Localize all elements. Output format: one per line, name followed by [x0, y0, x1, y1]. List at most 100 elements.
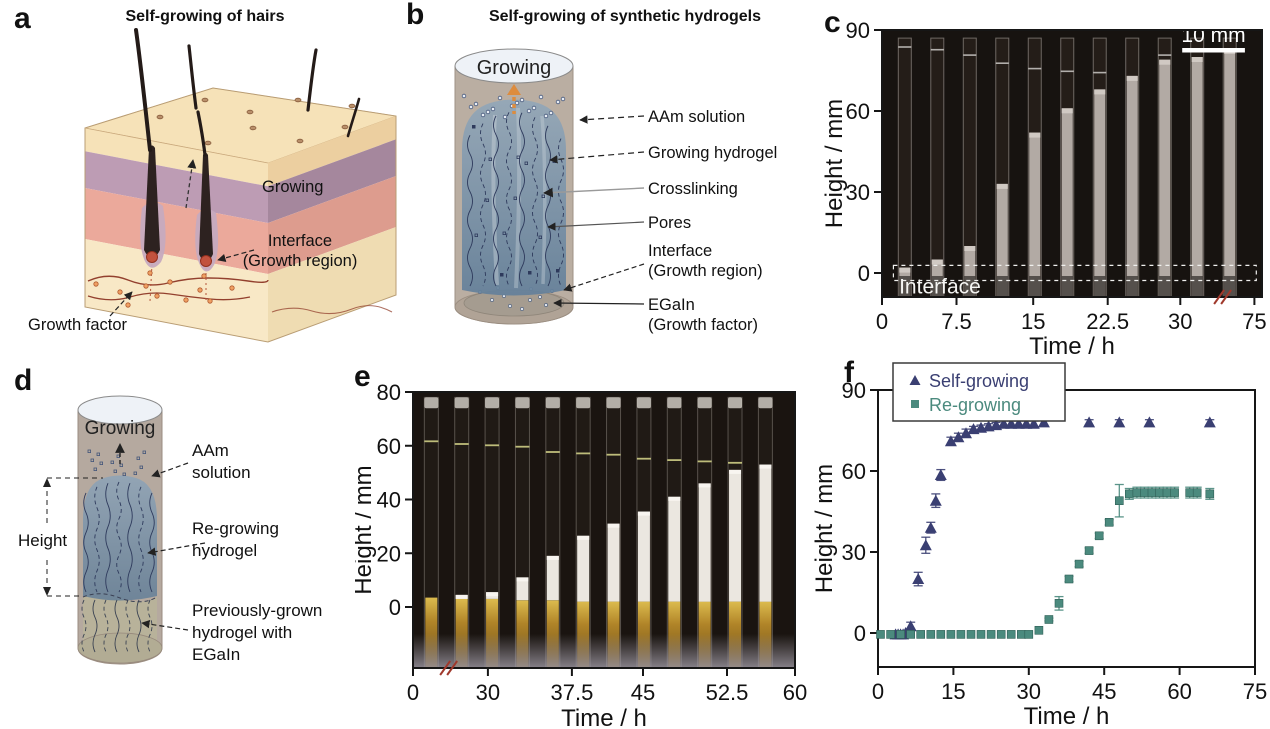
- pore-dot: [246, 109, 254, 115]
- test-tube-cylinder: Growing: [454, 48, 574, 325]
- axis-break-icon: [439, 660, 451, 676]
- x-tick-label: 30: [1017, 679, 1041, 704]
- white-gel-column: [577, 535, 590, 602]
- y-tick-label: 80: [377, 380, 401, 405]
- monomer-square: [474, 233, 478, 237]
- growing-label: Growing: [262, 178, 323, 196]
- growing-label: Growing: [85, 418, 156, 439]
- y-tick-label: 40: [377, 488, 401, 513]
- growth-factor-particles: [93, 270, 235, 308]
- meniscus-line: [606, 453, 621, 456]
- chart-f-svg: 0 30 60 90 0 15 30 45 60 75 Self-growing Re-growing…: [811, 362, 1267, 729]
- hydrogel-column: [1191, 57, 1203, 296]
- y-tick-label: 60: [846, 99, 870, 124]
- polymer-chains-blue: [83, 481, 155, 593]
- square-marker-icon: [906, 630, 915, 639]
- crosslinking-label: Crosslinking: [648, 180, 738, 198]
- glass-tube: [897, 37, 912, 298]
- y-tick-label: 0: [858, 261, 870, 286]
- re-growing-gel: [83, 475, 157, 601]
- polymer-chain: [81, 599, 87, 653]
- meniscus-line: [576, 452, 591, 455]
- aam-solution-label: AAm solution: [648, 108, 745, 126]
- meniscus-line: [515, 445, 530, 448]
- y-tick-label: 90: [846, 18, 870, 43]
- white-gel-column: [759, 464, 772, 602]
- interface-dot: [538, 295, 542, 299]
- aam-dot: [480, 112, 486, 118]
- square-marker-icon: [1104, 518, 1114, 527]
- square-marker-icon: [1155, 488, 1164, 497]
- prev-grown-label-line3: EGaIn: [192, 645, 240, 664]
- panel-letter-c: c: [824, 6, 841, 39]
- scale-bar-label: 10 mm: [1181, 24, 1245, 47]
- growth-factor-dot: [147, 270, 153, 276]
- square-marker-icon: [1170, 488, 1179, 497]
- growth-factor-dot: [154, 293, 160, 299]
- white-gel-column: [698, 483, 711, 602]
- cylinder-opening: [77, 395, 163, 425]
- square-marker-icon: [1084, 546, 1094, 555]
- x-tick-label: 30: [1168, 309, 1192, 334]
- interface-dashed-box: [892, 264, 1257, 282]
- chart-e-svg: 0 20 40 60 80 0 30 37.5 45 52.5 60 Time / h Height /…: [355, 380, 807, 729]
- aam-dot: [90, 458, 94, 462]
- meniscus-line: [485, 444, 500, 447]
- interface-dot: [520, 307, 524, 311]
- test-tube-cylinder: Growing: [77, 395, 163, 665]
- square-marker-icon: [1132, 488, 1142, 497]
- square-marker-icon: [926, 630, 936, 639]
- aam-dot: [468, 104, 474, 110]
- crosslink-points: [472, 125, 560, 277]
- x-tick-label: 37.5: [550, 680, 593, 705]
- chart-c-svg: Interface 10 mm 0 30 60 90 0 7.5 15 22.5 30 75 Time …: [821, 18, 1267, 360]
- regrowing-label-line1: Re-growing: [192, 519, 279, 538]
- square-marker-icon: [1192, 488, 1202, 497]
- triangle-marker-icon: [1203, 416, 1216, 428]
- legend-label-self-growing: Self-growing: [929, 371, 1029, 391]
- x-axis-label: Time / h: [1024, 703, 1110, 729]
- square-marker-icon: [916, 630, 925, 639]
- polymer-chain: [467, 135, 473, 287]
- growth-factor-dot: [125, 302, 131, 308]
- panel-letter-d: d: [14, 364, 33, 397]
- x-tick-label: 45: [631, 680, 655, 705]
- square-marker-icon: [1147, 488, 1157, 497]
- x-tick-label: 0: [407, 680, 419, 705]
- square-marker-icon: [876, 630, 885, 639]
- polymer-chain: [149, 492, 155, 593]
- aam-label-line2: solution: [192, 463, 251, 482]
- polymer-chain: [103, 599, 109, 653]
- square-marker-icon: [1140, 488, 1149, 497]
- panel-b-title: Self-growing of synthetic hydrogels: [488, 8, 762, 25]
- panel-a: Growing Interface (Growth region) Growth…: [0, 0, 410, 360]
- tube-photo-series: [423, 396, 773, 669]
- triangle-marker-icon: [944, 435, 957, 447]
- triangle-marker-icon: [1037, 416, 1050, 428]
- series-re-growing: [876, 483, 1215, 639]
- pores-label: Pores: [648, 214, 691, 232]
- white-gel-column: [637, 511, 650, 602]
- hydrogel-diagram-svg: Growing AAm solution Growing hydrogel Cr…: [454, 48, 777, 334]
- y-axis-label: Height / mm: [355, 465, 377, 594]
- hydrogel-column: [1029, 132, 1041, 296]
- x-axis: 0 15 30 45 60 75: [872, 667, 1267, 704]
- prev-grown-label-line2: hydrogel with: [192, 623, 292, 642]
- square-marker-icon: [956, 630, 966, 639]
- prev-grown-label-line1: Previously-grown: [192, 601, 322, 620]
- cylinder-opening: [454, 48, 574, 84]
- square-marker-icon: [996, 630, 1006, 639]
- polymer-chain: [532, 117, 538, 287]
- aam-dot: [548, 110, 554, 116]
- tube-photo-series: [897, 37, 1237, 298]
- triangle-marker-icon: [952, 431, 965, 443]
- y-axis: 0 30 60 90: [842, 378, 878, 646]
- white-gel-column: [546, 555, 559, 601]
- square-marker-icon: [946, 630, 956, 639]
- aam-dot: [142, 450, 146, 454]
- hydrogel-column: [1061, 108, 1073, 296]
- aam-dot: [99, 461, 103, 465]
- square-marker-icon: [1034, 625, 1044, 635]
- y-tick-label: 60: [377, 434, 401, 459]
